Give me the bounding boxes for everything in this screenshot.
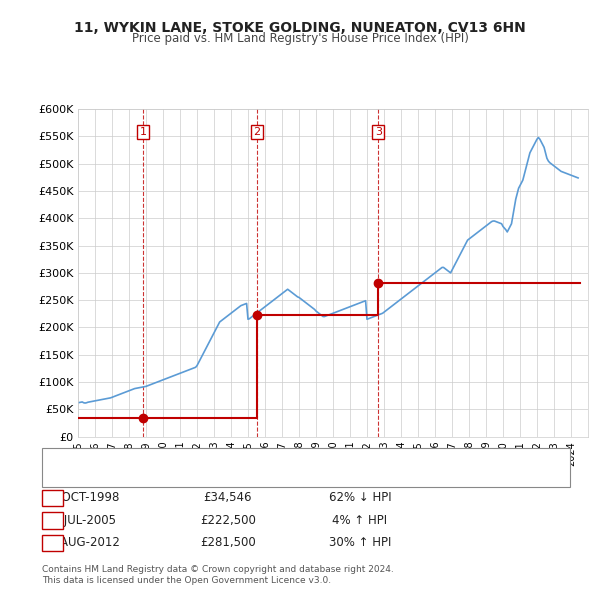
Text: £34,546: £34,546 [204,491,252,504]
Text: 2: 2 [49,516,56,525]
Text: £281,500: £281,500 [200,536,256,549]
Text: ────: ──── [60,473,90,486]
Text: 30-OCT-1998: 30-OCT-1998 [43,491,119,504]
Text: ────: ──── [60,450,90,463]
Text: 4% ↑ HPI: 4% ↑ HPI [332,514,388,527]
Text: 31-AUG-2012: 31-AUG-2012 [41,536,121,549]
Text: Contains HM Land Registry data © Crown copyright and database right 2024.
This d: Contains HM Land Registry data © Crown c… [42,565,394,585]
Text: 1: 1 [49,493,56,503]
Text: £222,500: £222,500 [200,514,256,527]
Text: 11, WYKIN LANE, STOKE GOLDING, NUNEATON, CV13 6HN: 11, WYKIN LANE, STOKE GOLDING, NUNEATON,… [74,21,526,35]
Text: 11, WYKIN LANE, STOKE GOLDING, NUNEATON, CV13 6HN (detached house): 11, WYKIN LANE, STOKE GOLDING, NUNEATON,… [105,451,502,461]
Text: 1: 1 [140,127,146,137]
Text: 62% ↓ HPI: 62% ↓ HPI [329,491,391,504]
Text: HPI: Average price, detached house, Hinckley and Bosworth: HPI: Average price, detached house, Hinc… [105,475,418,484]
Text: 30% ↑ HPI: 30% ↑ HPI [329,536,391,549]
Text: 3: 3 [49,538,56,548]
Text: Price paid vs. HM Land Registry's House Price Index (HPI): Price paid vs. HM Land Registry's House … [131,32,469,45]
Text: 3: 3 [375,127,382,137]
Text: 2: 2 [254,127,261,137]
Text: 15-JUL-2005: 15-JUL-2005 [45,514,117,527]
